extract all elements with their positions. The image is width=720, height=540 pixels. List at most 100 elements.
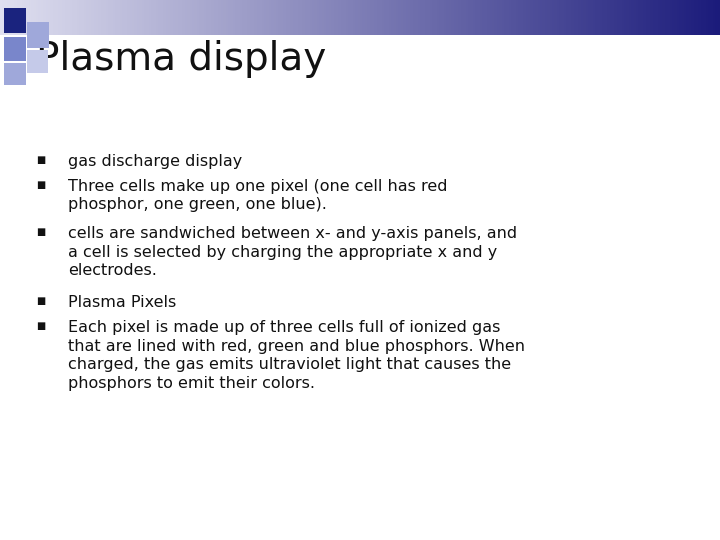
Bar (67, 0, 70, 35)
Bar (660, 0, 662, 35)
Bar (302, 0, 305, 35)
Bar (230, 0, 233, 35)
Bar (677, 0, 679, 35)
Bar (257, 0, 259, 35)
Bar (290, 0, 293, 35)
Bar (307, 0, 310, 35)
Bar (502, 0, 504, 35)
Bar (581, 0, 583, 35)
Bar (293, 0, 295, 35)
Bar (405, 0, 408, 35)
Bar (708, 0, 711, 35)
Bar (377, 0, 379, 35)
Bar (362, 0, 365, 35)
Bar (585, 0, 588, 35)
Bar (365, 0, 367, 35)
Bar (545, 0, 547, 35)
Bar (245, 0, 247, 35)
Bar (110, 0, 113, 35)
Bar (425, 0, 427, 35)
Bar (355, 0, 358, 35)
Bar (312, 0, 315, 35)
Bar (408, 0, 410, 35)
Bar (513, 0, 516, 35)
Bar (684, 0, 686, 35)
Bar (55, 0, 58, 35)
Bar (281, 0, 283, 35)
Bar (387, 0, 389, 35)
Bar (360, 0, 362, 35)
Bar (31, 0, 34, 35)
Bar (84, 0, 86, 35)
Bar (63, 0, 65, 35)
Bar (50, 0, 53, 35)
Bar (228, 0, 230, 35)
Bar (711, 0, 713, 35)
Bar (197, 0, 199, 35)
Text: gas discharge display: gas discharge display (68, 154, 243, 169)
Bar (463, 0, 466, 35)
Bar (348, 0, 351, 35)
Bar (235, 0, 238, 35)
Bar (247, 0, 250, 35)
Bar (396, 0, 398, 35)
Bar (598, 0, 600, 35)
Bar (549, 0, 552, 35)
Bar (401, 0, 403, 35)
Bar (576, 0, 578, 35)
Bar (351, 0, 353, 35)
Bar (125, 0, 127, 35)
Bar (614, 0, 617, 35)
Bar (288, 0, 290, 35)
Bar (178, 0, 180, 35)
Bar (626, 0, 629, 35)
Text: ■: ■ (36, 227, 45, 237)
Bar (113, 0, 115, 35)
Bar (509, 0, 511, 35)
Bar (261, 0, 264, 35)
Text: Three cells make up one pixel (one cell has red
phosphor, one green, one blue).: Three cells make up one pixel (one cell … (68, 179, 448, 212)
Bar (211, 0, 214, 35)
Bar (415, 0, 418, 35)
Bar (643, 0, 646, 35)
Bar (667, 0, 670, 35)
Bar (163, 0, 166, 35)
Bar (358, 0, 360, 35)
Bar (531, 0, 533, 35)
Bar (77, 0, 79, 35)
Bar (65, 0, 67, 35)
Bar (487, 0, 490, 35)
Bar (243, 0, 245, 35)
Bar (593, 0, 595, 35)
Bar (650, 0, 653, 35)
Bar (518, 0, 521, 35)
Bar (391, 0, 394, 35)
Bar (621, 0, 624, 35)
Bar (619, 0, 621, 35)
Bar (182, 0, 185, 35)
Bar (108, 0, 110, 35)
Bar (701, 0, 703, 35)
Bar (495, 0, 497, 35)
Bar (158, 0, 161, 35)
Bar (221, 0, 223, 35)
Bar (610, 0, 612, 35)
Bar (106, 0, 108, 35)
Text: Plasma Pixels: Plasma Pixels (68, 295, 176, 310)
Bar (204, 0, 207, 35)
Bar (672, 0, 675, 35)
Bar (48, 0, 50, 35)
Bar (511, 0, 513, 35)
Bar (103, 0, 106, 35)
Bar (521, 0, 523, 35)
Bar (300, 0, 302, 35)
Bar (384, 0, 387, 35)
Bar (305, 0, 307, 35)
Bar (624, 0, 626, 35)
Bar (470, 0, 473, 35)
Bar (329, 0, 331, 35)
Bar (679, 0, 682, 35)
Bar (269, 0, 271, 35)
Bar (528, 0, 531, 35)
Bar (557, 0, 559, 35)
